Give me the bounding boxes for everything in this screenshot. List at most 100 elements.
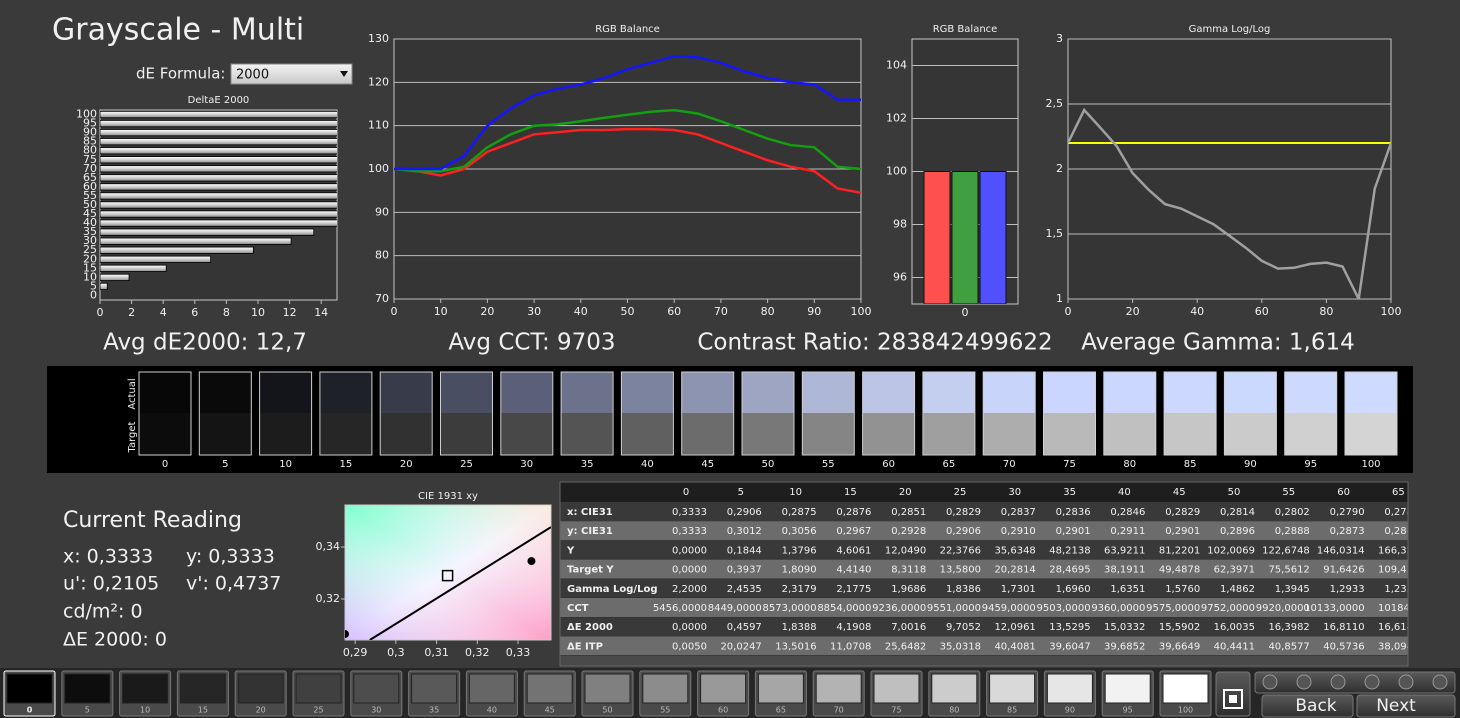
swatch-border <box>1163 371 1217 456</box>
table-cell: 109,429 <box>1378 565 1419 576</box>
next-button[interactable] <box>1356 694 1456 718</box>
control-button[interactable] <box>1296 674 1312 690</box>
category-label: 5 <box>90 279 97 292</box>
swatch-label: 45 <box>701 459 714 470</box>
category-label: 20 <box>83 252 97 265</box>
x-tick-label: 60 <box>1255 305 1269 318</box>
reading-v: v': 0,4737 <box>186 573 281 595</box>
actual-swatch <box>319 372 372 413</box>
stat-value: Avg dE2000: 12,7 <box>103 330 307 356</box>
y-tick-label: 90 <box>375 205 389 218</box>
column-header: 60 <box>1337 487 1350 498</box>
table-cell: 0,2906 <box>727 507 762 518</box>
table-cell: 0,2787 <box>1384 507 1419 518</box>
patch-color <box>700 673 747 704</box>
swatch-border <box>1344 371 1398 456</box>
stat-value: Contrast Ratio: 283842499622 <box>697 330 1052 356</box>
control-button[interactable] <box>1330 674 1346 690</box>
chart-title: Gamma Log/Log <box>1189 24 1271 35</box>
x-tick-label: 8 <box>223 306 230 319</box>
bar <box>100 165 337 173</box>
planckian-locus <box>369 526 551 640</box>
reading-luminance: cd/m²: 0 <box>63 601 143 623</box>
reading-y: y: 0,3333 <box>186 546 275 568</box>
y-tick-label: 104 <box>886 59 907 72</box>
table-cell: 0,0000 <box>672 565 707 576</box>
swatch-label: 0 <box>162 459 168 470</box>
patch-color <box>584 673 631 704</box>
column-header: 0 <box>683 487 689 498</box>
table-cell: 8573,0000 <box>763 603 817 614</box>
swatch-border <box>379 371 433 456</box>
control-button[interactable] <box>1262 674 1278 690</box>
x-tick-label: 0,32 <box>465 646 490 659</box>
table-cell: 1,9686 <box>891 584 926 595</box>
patch-label: 15 <box>198 706 208 715</box>
table-cell: 7,0016 <box>891 622 926 633</box>
swatch-label: 10 <box>279 459 292 470</box>
control-button[interactable] <box>1364 674 1380 690</box>
table-cell: 1,6351 <box>1110 584 1145 595</box>
formula-dropdown[interactable] <box>230 63 353 85</box>
x-tick-label: 80 <box>1319 305 1333 318</box>
category-label: 75 <box>83 153 97 166</box>
bar <box>100 174 337 182</box>
category-label: 55 <box>83 189 97 202</box>
patch-label: 55 <box>660 706 670 715</box>
category-label: 70 <box>83 162 97 175</box>
category-label: 45 <box>83 207 97 220</box>
x-tick-label: 0 <box>1065 305 1072 318</box>
column-header: 5 <box>738 487 744 498</box>
table-cell: 0,2851 <box>891 507 926 518</box>
back-label: Back <box>1295 696 1336 716</box>
swatch-border <box>1103 371 1157 456</box>
table-cell: 48,2138 <box>1049 545 1090 556</box>
x-tick-label: 2 <box>128 306 135 319</box>
swatch-label: 5 <box>222 459 228 470</box>
x-tick-label: 0 <box>391 305 398 318</box>
table-cell: 0,2829 <box>946 507 981 518</box>
chart-title: CIE 1931 xy <box>418 491 478 502</box>
x-tick-label: 0,33 <box>506 646 531 659</box>
swatch-border <box>801 371 855 456</box>
table-cell: 9575,0000 <box>1146 603 1200 614</box>
control-button[interactable] <box>1398 674 1414 690</box>
chart-title: RGB Balance <box>933 24 998 35</box>
row-label: ΔE ITP <box>567 641 603 652</box>
control-button[interactable] <box>1432 674 1448 690</box>
control-icons <box>1254 671 1456 694</box>
table-cell: 40,8577 <box>1268 641 1309 652</box>
y-tick-label: 70 <box>375 292 389 305</box>
bar <box>100 147 337 155</box>
stop-button[interactable] <box>1215 671 1251 717</box>
swatch-label: 80 <box>1123 459 1136 470</box>
table-cell: 0,0050 <box>672 641 707 652</box>
target-swatch <box>440 413 493 455</box>
table-cell: 4,1908 <box>836 622 871 633</box>
bar <box>100 129 337 137</box>
swatch-label: 40 <box>641 459 654 470</box>
table-cell: 0,2802 <box>1275 507 1310 518</box>
patch-color <box>1162 673 1209 704</box>
back-button[interactable] <box>1261 694 1354 718</box>
bar <box>951 171 979 304</box>
swatch-label: 95 <box>1304 459 1317 470</box>
table-cell: 0,2876 <box>836 507 871 518</box>
category-label: 10 <box>83 270 97 283</box>
table-cell: 9459,0000 <box>982 603 1036 614</box>
table-cell: 0,2836 <box>1056 507 1091 518</box>
y-tick-label: 120 <box>368 75 389 88</box>
bar <box>923 171 951 304</box>
x-tick-label: 80 <box>761 305 775 318</box>
table-cell: 0,2911 <box>1110 526 1145 537</box>
table-cell: 9752,0000 <box>1201 603 1255 614</box>
category-label: 30 <box>83 234 97 247</box>
target-swatch <box>1164 413 1217 455</box>
swatch-border <box>1223 371 1277 456</box>
table-row <box>560 502 1408 521</box>
y-tick-label: 100 <box>886 165 907 178</box>
x-tick-label: 20 <box>1126 305 1140 318</box>
actual-swatch <box>742 372 794 413</box>
patch-color <box>757 673 804 704</box>
